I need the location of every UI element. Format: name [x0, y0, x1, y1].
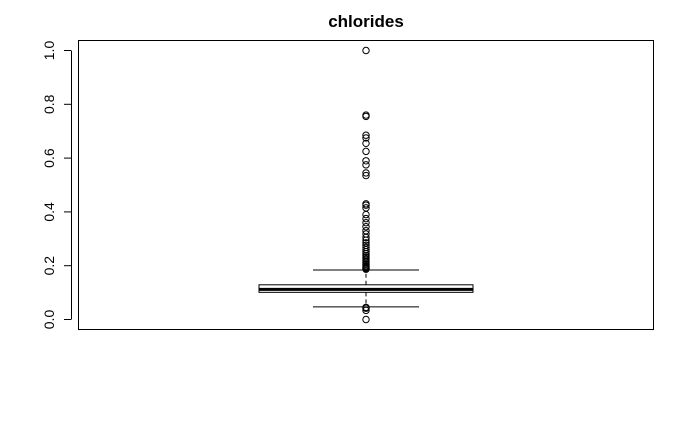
box-plot [258, 269, 474, 308]
outlier-point [362, 243, 370, 252]
outlier-point [362, 241, 370, 249]
outlier-point [362, 161, 370, 169]
outlier-point [362, 134, 370, 142]
outlier-points [362, 46, 370, 324]
y-tick-label: 0.0 [41, 310, 57, 330]
outlier-point [362, 147, 370, 156]
outlier-point [362, 230, 370, 238]
y-tick-label: 0.6 [41, 148, 57, 168]
chart-title: chlorides [328, 12, 404, 31]
plot-frame [78, 40, 654, 330]
y-tick-label: 0.2 [41, 256, 57, 276]
outlier-point [362, 306, 370, 315]
outlier-point [362, 218, 370, 227]
outlier-point [362, 139, 370, 148]
outlier-point [362, 169, 370, 177]
y-tick-label: 0.8 [41, 94, 57, 114]
y-tick-label: 1.0 [41, 41, 57, 61]
outlier-point [362, 210, 370, 219]
y-tick-label: 0.4 [41, 202, 57, 222]
y-axis: 0.0 0.2 0.4 0.6 0.8 1.0 [41, 41, 72, 330]
outlier-point [362, 46, 370, 55]
outlier-point [362, 315, 370, 324]
outlier-point [362, 157, 370, 165]
outlier-point [362, 131, 370, 139]
outlier-point [362, 171, 370, 180]
outlier-point [362, 111, 370, 119]
outlier-point [362, 227, 370, 235]
outlier-point [362, 204, 370, 212]
outlier-point [362, 200, 370, 208]
outlier-point [362, 239, 370, 247]
outlier-point [362, 214, 370, 223]
outlier-point [362, 222, 370, 231]
outlier-point [362, 303, 370, 312]
